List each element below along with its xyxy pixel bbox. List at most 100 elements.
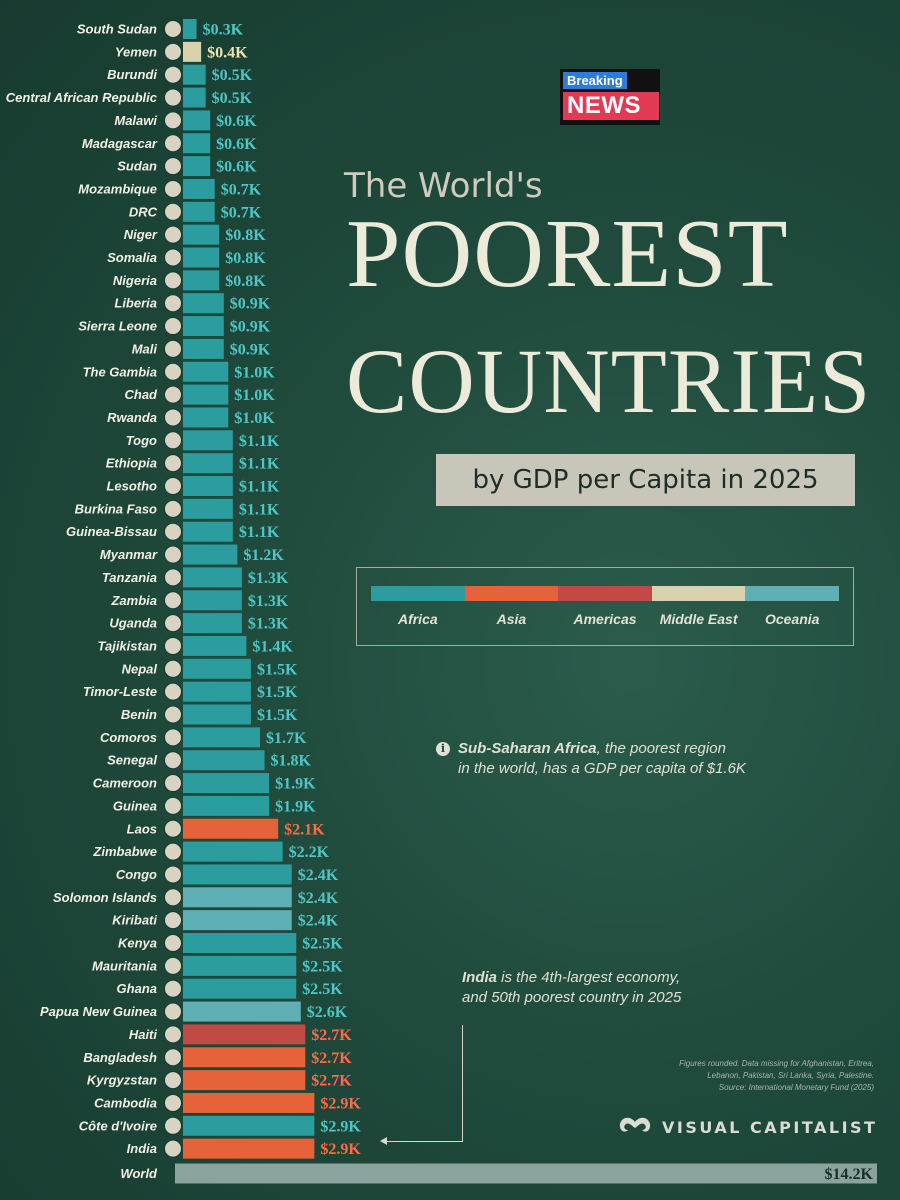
- value-label-sudan: $0.6K: [216, 159, 257, 176]
- country-label-tajikistan: Tajikistan: [98, 638, 158, 653]
- bar-c-te-d-ivoire: [183, 1115, 315, 1136]
- value-label-yemen: $0.4K: [207, 44, 248, 61]
- flag-icon-bangladesh: [164, 1048, 182, 1067]
- india-line1: is the 4th-largest economy,: [497, 969, 681, 986]
- flag-icon-burkina-faso: [164, 499, 182, 518]
- value-label-ethiopia: $1.1K: [239, 456, 280, 473]
- country-label-mauritania: Mauritania: [92, 958, 157, 973]
- value-label-burkina-faso: $1.1K: [239, 501, 280, 518]
- value-label-comoros: $1.7K: [266, 730, 307, 747]
- sub-saharan-line1: , the poorest region: [596, 740, 726, 757]
- value-label-somalia: $0.8K: [225, 250, 266, 267]
- country-label-uganda: Uganda: [109, 616, 157, 631]
- value-label-bangladesh: $2.7K: [311, 1050, 352, 1067]
- value-label-papua-new-guinea: $2.6K: [307, 1004, 348, 1021]
- bar-togo: [183, 430, 233, 451]
- value-label-liberia: $0.9K: [230, 296, 271, 313]
- value-label-madagascar: $0.6K: [216, 136, 257, 153]
- flag-icon-sudan: [164, 157, 182, 176]
- bar-malawi: [183, 110, 211, 131]
- flag-icon-comoros: [164, 728, 182, 747]
- bar-lesotho: [183, 476, 233, 496]
- bar-tanzania: [183, 567, 242, 588]
- flag-icon-mali: [164, 339, 182, 358]
- flag-icon-malawi: [164, 111, 182, 130]
- flag-icon-zambia: [164, 591, 182, 610]
- legend-swatch-africa: [371, 586, 465, 601]
- bar-tajikistan: [183, 635, 247, 656]
- flag-icon-benin: [164, 705, 182, 724]
- value-label-mozambique: $0.7K: [221, 181, 262, 198]
- bar-cameroon: [183, 773, 270, 794]
- value-label-the-gambia: $1.0K: [234, 364, 275, 381]
- value-label-central-african-republic: $0.5K: [212, 90, 253, 107]
- value-label-world: $14.2K: [825, 1166, 874, 1183]
- bar-zambia: [183, 590, 242, 611]
- bar-myanmar: [183, 544, 238, 565]
- country-label-malawi: Malawi: [114, 113, 157, 128]
- value-label-chad: $1.0K: [234, 387, 275, 404]
- country-label-nigeria: Nigeria: [113, 273, 157, 288]
- country-label-niger: Niger: [124, 227, 158, 242]
- country-label-zimbabwe: Zimbabwe: [92, 844, 157, 859]
- bar-laos: [183, 818, 279, 839]
- flag-icon-central-african-republic: [164, 88, 182, 107]
- bar-sudan: [183, 156, 211, 177]
- bar-central-african-republic: [183, 87, 206, 108]
- brand-name: VISUAL CAPITALIST: [662, 1117, 878, 1137]
- legend-swatch-oceania: [745, 586, 839, 601]
- value-label-guinea-bissau: $1.1K: [239, 524, 280, 541]
- india-note: India is the 4th-largest economy, and 50…: [462, 968, 681, 1008]
- value-label-cameroon: $1.9K: [275, 776, 316, 793]
- flag-icon-tajikistan: [164, 636, 182, 655]
- bar-rwanda: [183, 407, 229, 428]
- value-label-niger: $0.8K: [225, 227, 266, 244]
- bar-kiribati: [183, 910, 292, 931]
- legend-swatch-asia: [464, 586, 559, 601]
- india-bold: India: [462, 969, 498, 986]
- flag-icon-kenya: [164, 934, 182, 952]
- flag-icon-niger: [164, 225, 182, 244]
- bar-zimbabwe: [183, 841, 283, 862]
- bar-papua-new-guinea: [183, 1001, 301, 1022]
- footnote-line-2: Lebanon, Pakistan, Sri Lanka, Syria, Pal…: [707, 1071, 874, 1080]
- title-prefix: The World's: [344, 166, 543, 206]
- bar-liberia: [183, 293, 224, 314]
- bar-niger: [183, 224, 220, 245]
- legend-label-oceania: Oceania: [764, 611, 820, 627]
- india-line2: and 50th poorest country in 2025: [462, 989, 682, 1006]
- flag-icon-drc: [164, 202, 182, 221]
- flag-icon-liberia: [164, 294, 182, 313]
- info-icon: i: [436, 742, 450, 756]
- footnote: Figures rounded. Data missing for Afghan…: [574, 1058, 874, 1094]
- bar-mozambique: [183, 178, 215, 199]
- value-label-burundi: $0.5K: [212, 67, 253, 84]
- country-label-myanmar: Myanmar: [100, 547, 158, 562]
- breaking-news-badge: Breaking NEWS: [560, 69, 660, 125]
- value-label-nepal: $1.5K: [257, 661, 298, 678]
- flag-icon-guinea: [164, 796, 182, 815]
- flag-icon-nepal: [164, 659, 182, 678]
- flag-icon-cameroon: [164, 774, 182, 793]
- bar-mauritania: [183, 955, 297, 976]
- bar-congo: [183, 864, 292, 885]
- flag-icon-myanmar: [164, 545, 182, 564]
- value-label-malawi: $0.6K: [216, 113, 257, 130]
- value-label-c-te-d-ivoire: $2.9K: [320, 1118, 361, 1135]
- bar-cambodia: [183, 1092, 315, 1113]
- flag-icon-somalia: [164, 248, 182, 267]
- country-label-tanzania: Tanzania: [102, 570, 157, 585]
- country-label-mozambique: Mozambique: [78, 181, 157, 196]
- title-line-2: COUNTRIES: [346, 330, 872, 432]
- value-label-kyrgyzstan: $2.7K: [311, 1073, 352, 1090]
- value-label-kiribati: $2.4K: [298, 913, 339, 930]
- country-label-world: World: [120, 1166, 158, 1181]
- country-label-madagascar: Madagascar: [82, 136, 158, 151]
- flag-icon-papua-new-guinea: [164, 1002, 182, 1021]
- country-label-india: India: [127, 1141, 157, 1156]
- flag-icon-cambodia: [164, 1093, 182, 1112]
- bar-madagascar: [183, 133, 211, 154]
- bar-bangladesh: [183, 1047, 306, 1068]
- country-label-south-sudan: South Sudan: [77, 22, 157, 37]
- country-label-nepal: Nepal: [122, 661, 158, 676]
